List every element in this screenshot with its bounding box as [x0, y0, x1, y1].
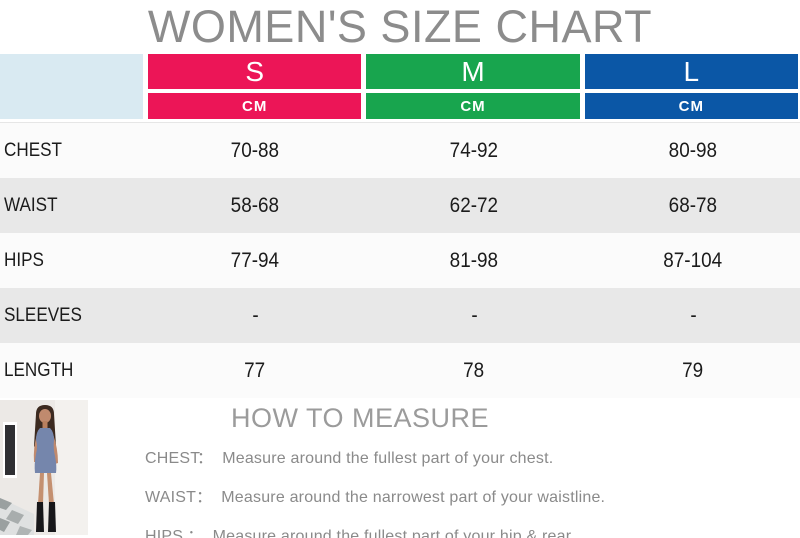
table-row-waist: WAIST 58-68 62-72 68-78: [0, 178, 800, 233]
measure-instruction-chest: CHEST： Measure around the fullest part of…: [145, 444, 575, 468]
value-cell: -: [470, 303, 478, 327]
unit-header-m: CM: [366, 93, 580, 119]
value-cell: 58-68: [230, 193, 280, 217]
measure-instruction-waist: WAIST： Measure around the narrowest part …: [145, 483, 605, 507]
how-to-measure-content: HOW TO MEASURE CHEST： Measure around the …: [145, 398, 605, 538]
size-header-l: L: [584, 54, 798, 89]
table-row-chest: CHEST 70-88 74-92 80-98: [0, 123, 800, 178]
value-cell: 87-104: [663, 248, 723, 272]
value-cell: 70-88: [230, 138, 280, 162]
table-row-sleeves: SLEEVES - - -: [0, 288, 800, 343]
instruction-text: Measure around the fullest part of your …: [222, 450, 554, 467]
measure-instruction-hips: HIPS： Measure around the fullest part of …: [145, 522, 575, 538]
row-label: HIPS: [4, 249, 44, 271]
row-label: LENGTH: [4, 359, 74, 381]
size-chart-header: S M L CM CM CM: [0, 54, 800, 119]
size-chart-table: S M L CM CM CM CHEST 70-88 74-92 80-98 W…: [0, 54, 800, 398]
instruction-label: HIPS: [145, 528, 184, 538]
unit-header-l: CM: [584, 93, 798, 119]
row-label: SLEEVES: [4, 304, 82, 326]
unit-header-s: CM: [148, 93, 362, 119]
value-cell: -: [251, 303, 259, 327]
page-title: WOMEN'S SIZE CHART: [147, 1, 653, 52]
instruction-label: CHEST: [145, 450, 201, 467]
model-photo: [0, 400, 88, 535]
row-label: CHEST: [4, 139, 62, 161]
size-chart-body: CHEST 70-88 74-92 80-98 WAIST 58-68 62-7…: [0, 122, 800, 398]
instruction-text: Measure around the narrowest part of you…: [221, 489, 606, 506]
value-cell: 77: [244, 358, 266, 382]
row-label: WAIST: [4, 194, 58, 216]
how-to-measure-section: HOW TO MEASURE CHEST： Measure around the …: [0, 398, 800, 538]
value-cell: 80-98: [668, 138, 718, 162]
instruction-separator: ：: [196, 489, 213, 506]
how-to-measure-title: HOW TO MEASURE: [230, 403, 490, 433]
table-row-hips: HIPS 77-94 81-98 87-104: [0, 233, 800, 288]
value-cell: 79: [682, 358, 704, 382]
size-header-m: M: [366, 54, 580, 89]
instruction-label: WAIST: [145, 489, 197, 506]
size-header-s: S: [148, 54, 362, 89]
instruction-separator: ：: [197, 450, 214, 467]
value-cell: 81-98: [449, 248, 499, 272]
value-cell: 77-94: [230, 248, 280, 272]
table-row-length: LENGTH 77 78 79: [0, 343, 800, 398]
value-cell: 62-72: [449, 193, 499, 217]
value-cell: 78: [463, 358, 485, 382]
instruction-separator: ：: [187, 528, 204, 538]
instruction-text: Measure around the fullest part of your …: [212, 528, 575, 538]
value-cell: 74-92: [449, 138, 499, 162]
value-cell: 68-78: [668, 193, 718, 217]
value-cell: -: [689, 303, 697, 327]
corner-cell: [0, 54, 143, 119]
